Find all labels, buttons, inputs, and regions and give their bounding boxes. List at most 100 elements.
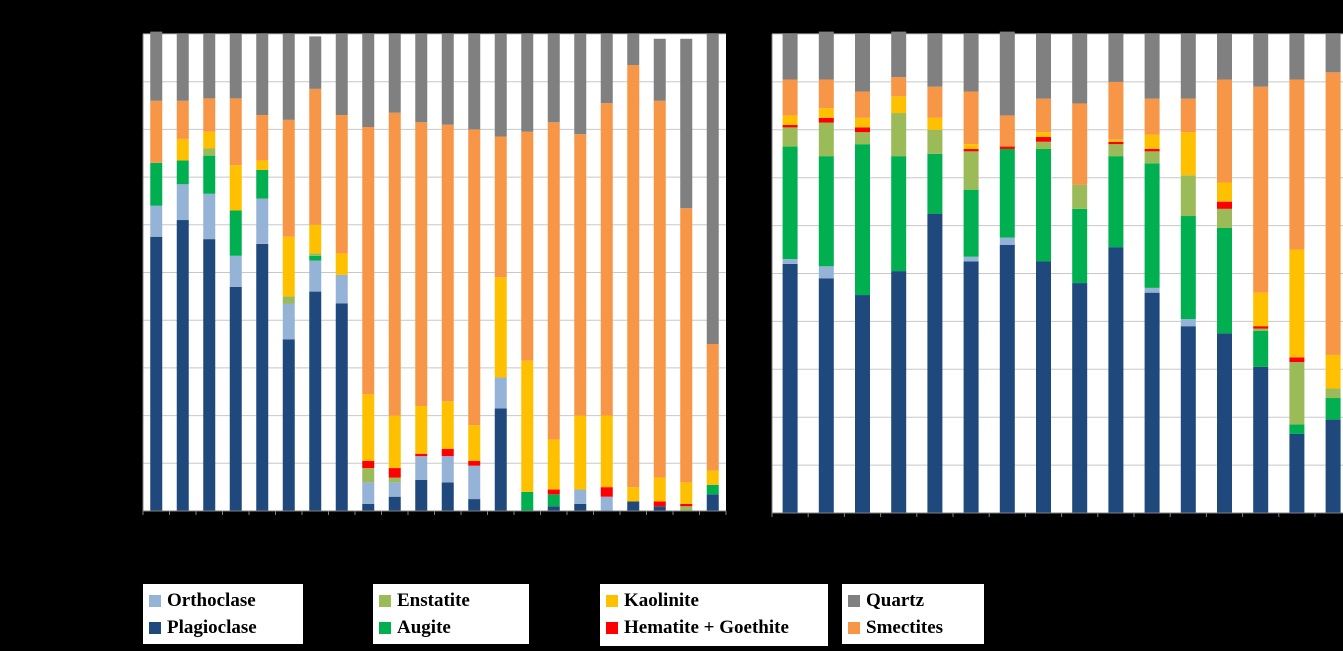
left-chart-bar-12-hematite-goethite [441,448,454,457]
left-chart-bar-13-smectites [468,129,481,426]
swatch-kaolinite [606,594,618,607]
right-chart-bar-11-quartz [1144,34,1160,99]
right-chart-bar-14-smectites [1253,86,1269,293]
right-chart-bar-9-enstatite [1072,184,1088,209]
right-chart-bar-10-quartz [1108,34,1124,82]
right-chart-bar-16-plagioclase [1325,419,1341,513]
left-chart-bar-17-smectites [574,134,587,416]
left-chart-bar-14-smectites [494,136,507,278]
left-chart-bar-4-plagioclase [229,286,242,511]
right-chart-bar-14-quartz [1253,34,1269,87]
left-chart-bar-2-quartz [176,34,189,101]
right-chart-bar-8-kaolinite [1036,132,1051,137]
left-chart-bar-14-quartz [494,34,507,137]
right-chart-bar-7-quartz [999,31,1015,116]
left-chart-bar-18-smectites [600,103,613,416]
right-chart-bar-7-plagioclase [999,244,1015,513]
left-chart-bar-13-kaolinite [468,425,481,461]
left-chart-bar-20-kaolinite [653,477,666,502]
left-chart-bar-11-kaolinite [415,406,428,454]
left-chart-bar-10-quartz [388,34,401,113]
left-chart-bar-5-kaolinite [256,160,269,170]
left-chart-bar-3-augite [203,155,216,194]
swatch-quartz [848,594,860,607]
left-chart-bar-2-smectites [176,100,189,139]
right-chart-bar-1-enstatite [782,127,798,147]
right-chart-bar-15-augite [1289,424,1305,434]
right-chart-bar-1-orthoclase [782,259,798,264]
left-chart-bar-7-kaolinite [309,224,322,254]
left-chart-bar-10-plagioclase [388,496,401,511]
left-chart-bar-14-kaolinite [494,277,507,378]
right-chart-bar-7-smectites [999,115,1015,147]
left-chart-bar-18-quartz [600,34,613,104]
right-chart-bar-11-plagioclase [1144,292,1160,513]
left-chart-bar-21-enstatite [680,506,693,511]
left-chart-bar-10-kaolinite [388,415,401,469]
right-chart-bar-13-quartz [1217,34,1232,80]
swatch-hematite-goethite [606,621,618,634]
left-chart-bar-15-augite [521,491,534,511]
right-chart-bar-13-augite [1217,228,1232,334]
left-chart-bar-20-smectites [653,100,666,478]
right-chart-bar-14-kaolinite [1253,292,1269,327]
legend-label-augite: Augite [397,616,451,638]
legend-group-1: Orthoclase Plagioclase [143,584,303,644]
left-chart-bar-20-hematite-goethite [653,501,666,507]
legend-label-orthoclase: Orthoclase [167,589,256,611]
right-chart-bar-6-enstatite [963,151,979,190]
right-chart-bar-5-enstatite [927,129,943,154]
left-chart-bar-12-kaolinite [441,401,454,449]
left-chart-bar-10-smectites [388,112,401,416]
left-chart-bar-5-quartz [256,34,269,116]
right-chart-bar-15-quartz [1289,34,1305,80]
left-chart-bar-22-quartz [706,34,719,345]
left-chart-bar-7-orthoclase [309,260,322,292]
left-chart-bar-16-hematite-goethite [547,489,560,495]
right-chart-bar-4-enstatite [891,113,907,157]
right-chart-bar-16-kaolinite [1325,354,1341,389]
right-chart-bar-2-orthoclase [818,266,834,279]
right-chart-bar-8-hematite-goethite [1036,136,1051,142]
right-chart-bar-1-hematite-goethite [782,125,798,128]
left-chart-bar-15-smectites [521,131,534,361]
left-chart-bar-14-plagioclase [494,408,507,511]
left-chart-bar-1-plagioclase [150,236,163,512]
left-chart-bar-16-smectites [547,122,560,440]
legend-group-3: Kaolinite Hematite + Goethite [600,584,828,646]
right-chart-bar-13-kaolinite [1217,182,1232,202]
right-chart-bar-5-smectites [927,86,943,118]
swatch-plagioclase [149,621,161,634]
right-chart-bar-6-plagioclase [963,261,979,513]
right-chart-bar-4-augite [891,156,907,272]
right-chart-bar-11-orthoclase [1144,287,1160,293]
left-chart-bar-9-smectites [362,127,375,395]
right-chart-bar-15-hematite-goethite [1289,357,1305,363]
right-chart-bar-16-enstatite [1325,388,1341,399]
left-chart-bar-4-smectites [229,98,242,166]
right-chart-bar-10-smectites [1108,81,1124,140]
right-chart-bar-6-orthoclase [963,256,979,262]
legend-item-smectites: Smectites [842,611,984,644]
left-chart-bar-22-plagioclase [706,494,719,511]
right-chart-bar-15-enstatite [1289,362,1305,425]
right-chart-bar-14-plagioclase [1253,366,1269,513]
left-chart-bar-17-quartz [574,34,587,135]
left-chart-bar-6-quartz [282,34,295,120]
right-chart-bar-15-kaolinite [1289,249,1305,358]
left-chart-bar-13-orthoclase [468,465,481,500]
right-chart-bar-6-augite [963,189,979,257]
left-chart-bar-5-plagioclase [256,243,269,511]
right-chart-bar-12-plagioclase [1180,326,1196,513]
right-chart-bar-5-quartz [927,34,943,87]
right-chart-bar-4-plagioclase [891,271,907,513]
right-chart-bar-14-hematite-goethite [1253,326,1269,329]
left-chart-bar-19-plagioclase [627,501,640,511]
right-chart-bar-3-hematite-goethite [855,127,870,133]
right-chart-bar-16-augite [1325,398,1341,420]
left-chart-bar-20-quartz [653,38,666,101]
right-chart-bar-10-hematite-goethite [1108,141,1124,145]
left-chart-bar-12-quartz [441,34,454,125]
right-chart-bar-15-plagioclase [1289,433,1305,513]
left-chart-bar-1-orthoclase [150,205,163,237]
